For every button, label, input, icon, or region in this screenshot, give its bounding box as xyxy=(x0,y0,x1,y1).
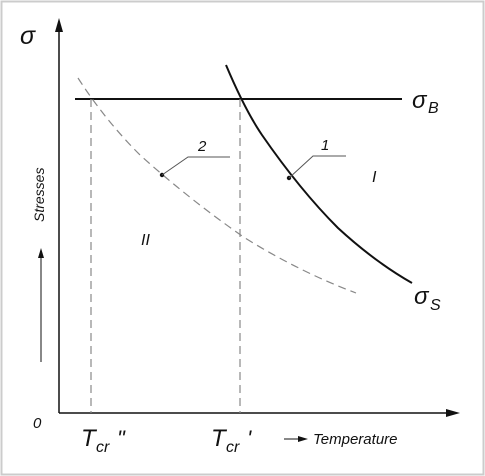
curve-2-leader xyxy=(161,156,230,176)
sigma-s-label: σ xyxy=(414,283,430,310)
curve-2-dashed xyxy=(77,77,357,294)
region-2-label: II xyxy=(141,232,150,249)
tcr-double-prime-mark: " xyxy=(117,426,126,451)
curve-1-leader xyxy=(288,155,346,179)
origin-label: 0 xyxy=(33,415,42,432)
stresses-arrowhead xyxy=(38,248,44,258)
stresses-axis-title: Stresses xyxy=(31,168,47,222)
tcr-prime-main: T xyxy=(211,425,228,452)
tcr-double-prime-sub: cr xyxy=(96,439,110,456)
sigma-b-label: σ xyxy=(412,87,428,114)
region-1-label: I xyxy=(372,169,377,186)
tcr-prime-mark: ' xyxy=(247,426,252,451)
y-axis-arrowhead xyxy=(55,18,63,32)
sigma-b-subscript: B xyxy=(428,100,439,117)
curve-1-sigma-s xyxy=(225,64,413,284)
sigma-s-subscript: S xyxy=(430,297,441,314)
temperature-arrowhead xyxy=(298,436,308,442)
temperature-axis-title: Temperature xyxy=(313,431,398,448)
x-axis-arrowhead xyxy=(446,409,460,417)
tcr-prime-sub: cr xyxy=(226,439,240,456)
curve-1-label: 1 xyxy=(321,137,329,154)
tcr-double-prime-main: T xyxy=(81,425,98,452)
sigma-axis-label: σ xyxy=(20,22,36,50)
curve-2-label: 2 xyxy=(197,138,207,155)
